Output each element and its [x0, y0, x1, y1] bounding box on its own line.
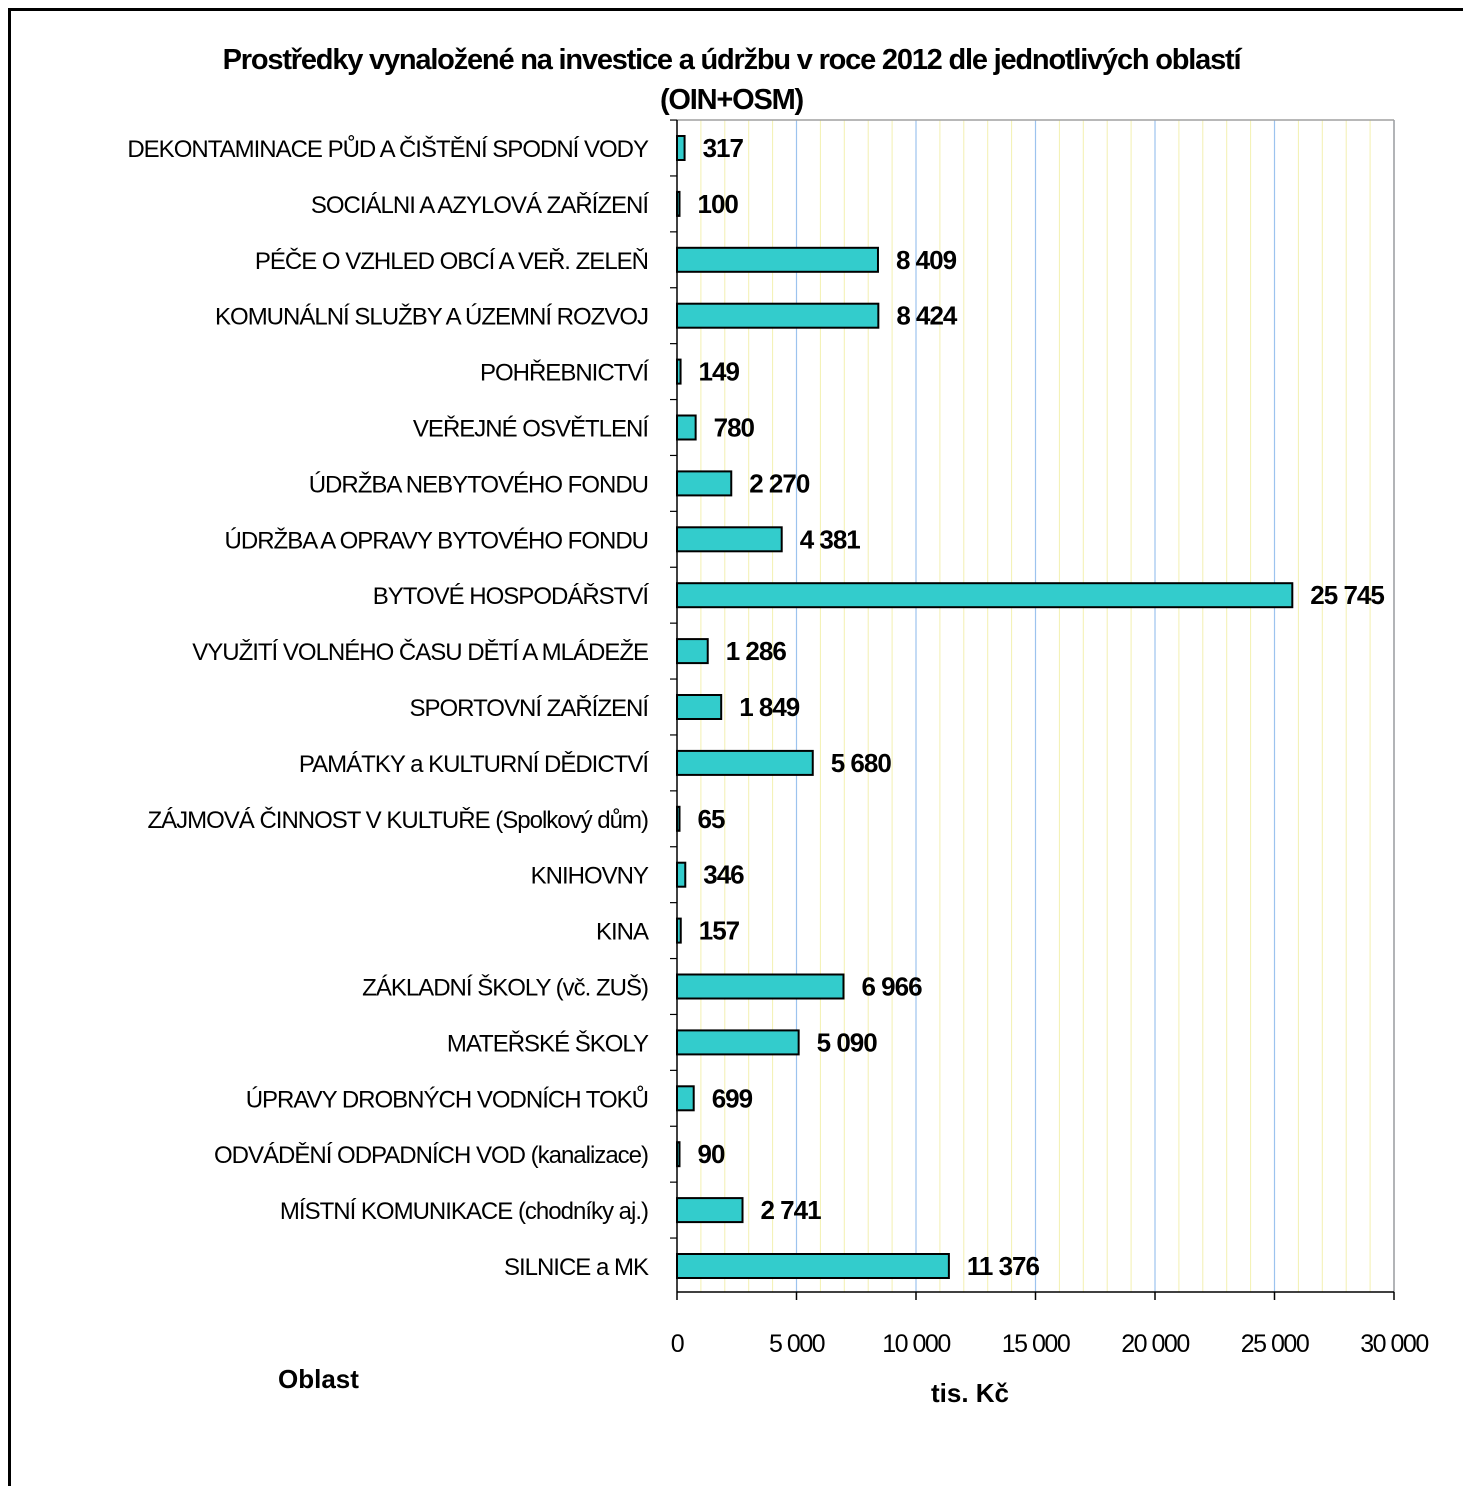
x-axis-title: tis. Kč [930, 1378, 1010, 1408]
bar [676, 861, 687, 888]
value-label: 6 966 [861, 972, 922, 1002]
bar [676, 749, 814, 776]
category-label: ÚPRAVY DROBNÝCH VODNÍCH TOKŮ [246, 1084, 648, 1113]
chart-subtitle: (OIN+OSM) [659, 84, 804, 116]
value-label: 780 [714, 413, 755, 443]
x-tick-label: 10 000 [882, 1330, 950, 1358]
bar [676, 1029, 800, 1056]
value-label: 100 [698, 189, 739, 219]
bar [676, 302, 880, 329]
value-label: 149 [699, 357, 740, 387]
category-label: PÉČE O VZHLED OBCÍ A VEŘ. ZELEŇ [255, 247, 648, 275]
bar [676, 1085, 695, 1112]
value-label: 5 090 [817, 1027, 878, 1057]
value-label: 90 [698, 1139, 725, 1169]
x-tick-label: 15 000 [1002, 1330, 1070, 1358]
x-tick-label: 20 000 [1121, 1330, 1189, 1358]
value-label: 346 [703, 860, 744, 890]
value-label: 65 [698, 804, 725, 834]
category-label: DEKONTAMINACE PŮD A ČIŠTĚNÍ SPODNÍ VODY [127, 134, 649, 163]
value-label: 1 849 [739, 692, 800, 722]
value-label: 2 741 [761, 1195, 822, 1225]
chart-frame [8, 8, 1463, 1486]
category-label: VYUŽITÍ VOLNÉHO ČASU DĚTÍ A MLÁDEŽE [192, 638, 648, 666]
value-label: 2 270 [749, 468, 810, 498]
y-axis-title: Oblast [278, 1364, 359, 1394]
value-label: 25 745 [1310, 580, 1384, 610]
bar [676, 694, 723, 720]
x-tick-label: 25 000 [1241, 1330, 1309, 1358]
category-label: MÍSTNÍ KOMUNIKACE (chodníky aj.) [280, 1198, 648, 1225]
value-label: 1 286 [726, 636, 787, 666]
category-label: POHŘEBNICTVÍ [480, 360, 649, 387]
value-label: 8 409 [896, 245, 957, 275]
value-label: 4 381 [800, 524, 861, 554]
value-label: 8 424 [896, 301, 958, 331]
value-label: 5 680 [831, 748, 892, 778]
category-label: ODVÁDĚNÍ ODPADNÍCH VOD (kanalizace) [214, 1142, 648, 1169]
bar [676, 135, 686, 161]
category-label: BYTOVÉ HOSPODÁŘSTVÍ [373, 583, 650, 610]
category-label: PAMÁTKY a KULTURNÍ DĚDICTVÍ [299, 751, 649, 778]
x-tick-label: 5 000 [769, 1330, 825, 1358]
category-label: KINA [596, 919, 649, 946]
bar [676, 470, 733, 497]
value-label: 157 [699, 916, 740, 946]
bar [676, 246, 879, 273]
category-label: SOCIÁLNI A AZYLOVÁ ZAŘÍZENÍ [311, 192, 649, 219]
chart-title: Prostředky vynaložené na investice a údr… [222, 44, 1242, 76]
x-tick-label: 30 000 [1360, 1330, 1428, 1358]
category-label: ZÁKLADNÍ ŠKOLY (vč. ZUŠ) [362, 974, 648, 1002]
category-label: SILNICE a MK [504, 1254, 649, 1281]
bar [676, 582, 1294, 609]
category-label: ÚDRŽBA NEBYTOVÉHO FONDU [309, 471, 648, 498]
x-tick-label: 0 [671, 1330, 684, 1358]
category-label: SPORTOVNÍ ZAŘÍZENÍ [410, 695, 650, 722]
category-label: KOMUNÁLNÍ SLUŽBY A ÚZEMNÍ ROZVOJ [215, 304, 648, 331]
bar [676, 638, 709, 665]
bar [676, 1253, 950, 1279]
category-label: KNIHOVNY [531, 863, 649, 890]
bar [676, 973, 845, 1000]
category-label: ZÁJMOVÁ ČINNOST V KULTUŘE (Spolkový dům) [147, 806, 648, 834]
bar [676, 1197, 744, 1224]
category-label: VEŘEJNÉ OSVĚTLENÍ [413, 416, 649, 443]
bar [676, 414, 697, 441]
category-label: ÚDRŽBA A OPRAVY BYTOVÉHO FONDU [225, 527, 648, 554]
value-label: 699 [712, 1083, 753, 1113]
value-label: 317 [703, 133, 744, 163]
category-label: MATEŘSKÉ ŠKOLY [447, 1029, 649, 1057]
bar [676, 526, 783, 553]
value-label: 11 376 [967, 1251, 1040, 1281]
